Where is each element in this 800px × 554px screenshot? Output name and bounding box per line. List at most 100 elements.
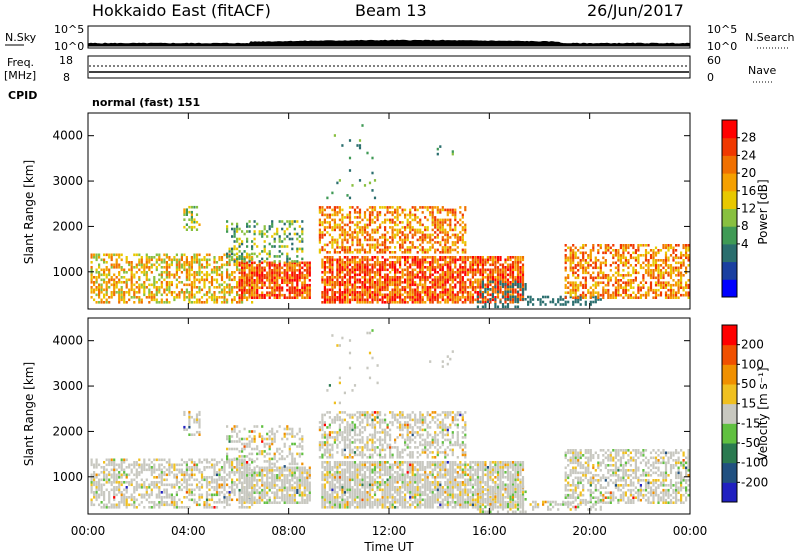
power-cell [587,254,590,257]
power-cell [291,276,294,280]
power-cell [185,228,188,231]
power-cell [391,231,394,234]
velocity-cell [256,491,259,494]
power-cell [258,252,261,256]
power-cell [336,278,339,282]
power-cell [331,246,334,249]
power-cell [509,285,512,289]
velocity-cell [268,476,271,480]
power-cell [241,279,244,282]
power-colorbar-segment [722,173,737,192]
power-cell [514,266,517,269]
power-cell [333,296,336,299]
power-cell [331,276,334,279]
power-cell [577,283,580,287]
power-cell [353,236,357,239]
power-cell [394,228,397,232]
velocity-cell [210,458,214,462]
power-cell [489,293,492,297]
power-cell [258,260,261,263]
velocity-cell [183,425,186,429]
power-cell [128,263,131,267]
power-cell [336,181,339,185]
power-cell [120,288,123,292]
power-cell [404,241,407,244]
power-cell [368,223,372,227]
power-cell [263,232,266,236]
power-cell [454,248,457,252]
power-cell [198,223,201,226]
power-cell [519,273,522,277]
power-cell [514,288,517,292]
power-cell [363,293,367,297]
power-cell [333,238,336,242]
power-cell [409,226,412,229]
power-cell [441,223,444,227]
power-cell [449,211,452,214]
power-cell [301,261,304,265]
power-cell [647,274,650,277]
power-cell [421,258,424,262]
power-cell [153,278,156,282]
power-cell [416,283,419,287]
power-cell [381,261,384,264]
power-cell [491,258,494,262]
power-cell [486,288,489,291]
velocity-cell [205,498,209,502]
power-cell [256,279,259,282]
power-cell [446,293,449,297]
power-cell [509,256,512,259]
power-cell [336,268,339,272]
power-cell [333,228,336,232]
power-cell [288,222,291,226]
power-cell [622,254,625,257]
power-cell [223,301,226,304]
velocity-cell [125,486,128,489]
power-cell [158,301,161,304]
velocity-cell [113,458,116,462]
power-cell [607,274,610,277]
power-cell [283,271,286,275]
velocity-cell [115,478,118,482]
power-cell [582,296,585,299]
power-cell [506,303,510,306]
power-cell [246,222,249,226]
velocity-cell [268,496,271,499]
power-cell [607,244,610,247]
power-cell [394,283,397,287]
power-cell [584,286,587,289]
velocity-cell [183,410,186,414]
power-cell [622,296,625,299]
power-cell [619,256,622,260]
power-cell [341,293,344,297]
power-cell [466,258,469,262]
power-cell [436,298,439,302]
power-cell [685,251,688,255]
velocity-cell [243,506,246,509]
power-cell [436,152,439,156]
power-cell [416,266,419,269]
power-cell [572,281,575,284]
power-cell [652,276,655,280]
velocity-cell [148,468,151,472]
power-cell [293,266,296,270]
power-cell [516,281,520,284]
velocity-cell [90,503,93,507]
power-cell [373,286,377,289]
velocity-cell [165,478,168,482]
power-cell [399,243,402,247]
power-cell [399,296,402,299]
power-cell [160,258,163,262]
power-cell [228,286,231,289]
velocity-cell [125,458,128,462]
power-cell [283,276,286,280]
power-cell [451,291,454,294]
power-cell [353,273,357,277]
power-cell [363,273,367,277]
power-cell [639,281,642,284]
power-cell [236,281,239,284]
power-cell [675,296,678,299]
power-cell [629,244,632,247]
power-cell [90,296,93,299]
power-cell [368,248,372,252]
